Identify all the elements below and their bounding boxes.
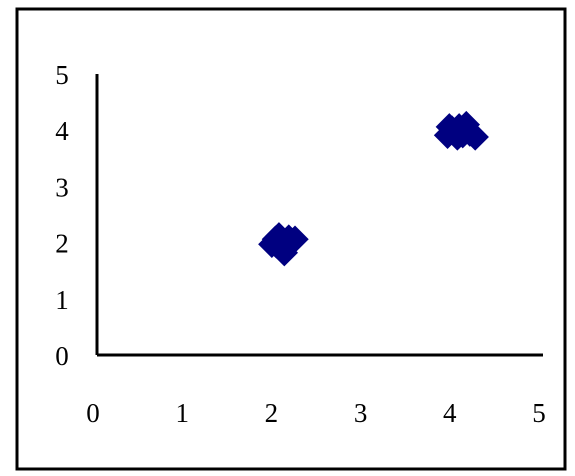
x-tick-labels: 0 1 2 3 4 5 <box>86 398 546 428</box>
data-points <box>258 110 489 267</box>
y-tick-label: 5 <box>55 60 69 90</box>
scatter-point <box>262 231 290 259</box>
y-tick-label: 4 <box>55 116 69 146</box>
y-tick-label: 2 <box>55 229 69 259</box>
y-tick-label: 3 <box>55 172 69 202</box>
x-tick-label: 0 <box>86 398 100 428</box>
x-tick-label: 1 <box>175 398 189 428</box>
y-tick-labels: 0 1 2 3 4 5 <box>55 60 69 371</box>
x-tick-label: 5 <box>532 398 546 428</box>
plot-area: 0 1 2 3 4 5 0 1 2 3 4 5 <box>55 60 546 428</box>
y-tick-label: 0 <box>55 341 69 371</box>
scatter-point <box>438 115 466 143</box>
x-tick-label: 3 <box>354 398 368 428</box>
x-tick-label: 4 <box>443 398 457 428</box>
x-tick-label: 2 <box>265 398 279 428</box>
y-tick-label: 1 <box>55 285 69 315</box>
